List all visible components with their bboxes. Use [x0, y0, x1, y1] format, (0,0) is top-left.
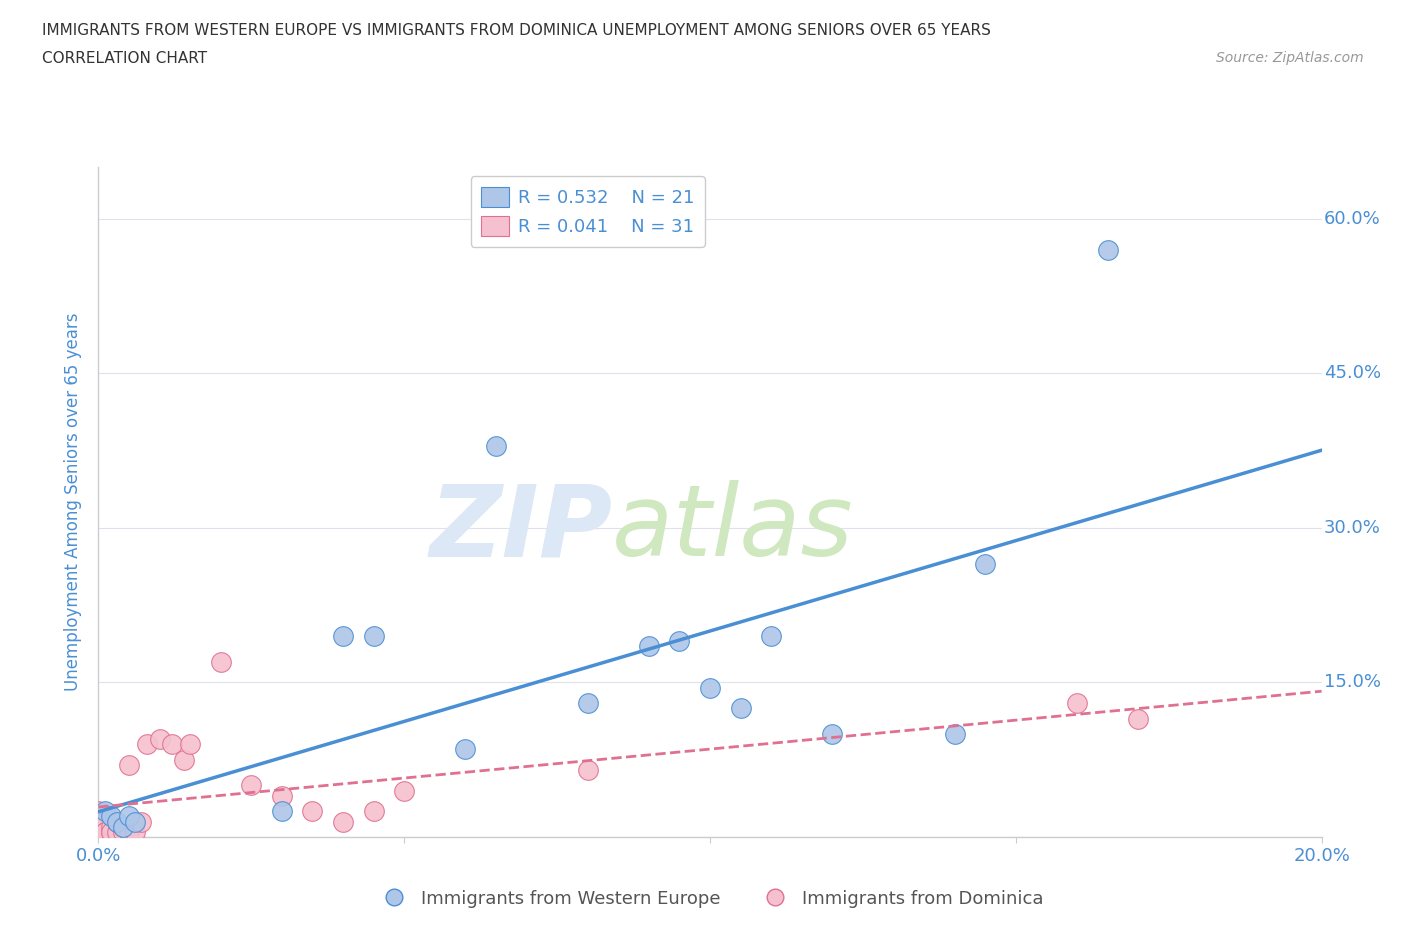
Point: [301, 804, 323, 818]
Text: CORRELATION CHART: CORRELATION CHART: [42, 51, 207, 66]
Point: [270, 804, 292, 818]
Point: [124, 814, 146, 829]
Point: [485, 438, 508, 453]
Point: [129, 814, 152, 829]
Point: [576, 763, 599, 777]
Point: [87, 804, 110, 818]
Text: Source: ZipAtlas.com: Source: ZipAtlas.com: [1216, 51, 1364, 65]
Point: [240, 778, 263, 793]
Point: [173, 752, 195, 767]
Point: [111, 819, 134, 834]
Point: [759, 629, 782, 644]
Point: [637, 639, 661, 654]
Point: [149, 732, 172, 747]
Point: [454, 742, 477, 757]
Point: [730, 701, 752, 716]
Point: [118, 757, 141, 772]
Point: [1128, 711, 1150, 726]
Point: [93, 814, 115, 829]
Point: [111, 824, 134, 839]
Text: IMMIGRANTS FROM WESTERN EUROPE VS IMMIGRANTS FROM DOMINICA UNEMPLOYMENT AMONG SE: IMMIGRANTS FROM WESTERN EUROPE VS IMMIGR…: [42, 23, 991, 38]
Point: [93, 824, 115, 839]
Point: [105, 814, 128, 829]
Point: [668, 634, 690, 649]
Point: [160, 737, 183, 751]
Point: [100, 809, 122, 824]
Point: [118, 824, 141, 839]
Text: atlas: atlas: [612, 481, 853, 578]
Point: [363, 629, 385, 644]
Text: 45.0%: 45.0%: [1324, 365, 1381, 382]
Point: [699, 680, 721, 695]
Point: [392, 783, 416, 798]
Point: [209, 655, 232, 670]
Point: [93, 804, 115, 818]
Point: [105, 814, 128, 829]
Point: [100, 824, 122, 839]
Point: [111, 819, 134, 834]
Point: [1097, 243, 1119, 258]
Text: 60.0%: 60.0%: [1324, 210, 1381, 228]
Point: [93, 824, 115, 839]
Point: [124, 824, 146, 839]
Point: [87, 819, 110, 834]
Point: [270, 789, 292, 804]
Point: [332, 814, 354, 829]
Point: [363, 804, 385, 818]
Point: [105, 824, 128, 839]
Point: [179, 737, 201, 751]
Text: ZIP: ZIP: [429, 481, 612, 578]
Legend: Immigrants from Western Europe, Immigrants from Dominica: Immigrants from Western Europe, Immigran…: [370, 883, 1050, 915]
Point: [974, 556, 997, 571]
Point: [821, 726, 844, 741]
Text: 30.0%: 30.0%: [1324, 519, 1381, 537]
Point: [136, 737, 159, 751]
Point: [100, 819, 122, 834]
Point: [100, 824, 122, 839]
Y-axis label: Unemployment Among Seniors over 65 years: Unemployment Among Seniors over 65 years: [65, 313, 83, 691]
Text: 15.0%: 15.0%: [1324, 673, 1381, 692]
Point: [332, 629, 354, 644]
Point: [576, 696, 599, 711]
Point: [943, 726, 966, 741]
Point: [118, 809, 141, 824]
Point: [1066, 696, 1088, 711]
